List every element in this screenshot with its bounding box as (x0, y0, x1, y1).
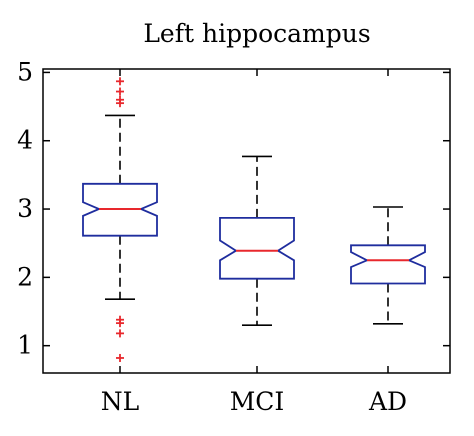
x-axis: NL MCI AD (101, 69, 407, 416)
y-tick-label: 4 (17, 126, 33, 155)
outlier-marker (116, 87, 124, 96)
box-nl (82, 77, 158, 362)
notched-box (219, 216, 295, 280)
x-tick-label: AD (368, 387, 407, 416)
outlier-marker (116, 99, 124, 108)
outlier-marker (116, 77, 124, 86)
boxes-group (82, 77, 426, 362)
outlier-marker (116, 353, 124, 362)
notched-box (82, 182, 158, 237)
outlier-marker (116, 319, 124, 328)
y-axis: 1 2 3 4 5 (17, 57, 450, 360)
y-tick-label: 1 (17, 331, 33, 360)
plot-area (42, 68, 451, 374)
y-tick-label: 2 (17, 262, 33, 291)
y-tick-label: 3 (17, 194, 33, 223)
x-tick-label: MCI (230, 387, 285, 416)
box-ad (350, 206, 426, 325)
x-tick-label: NL (101, 387, 139, 416)
chart-title: Left hippocampus (143, 19, 370, 48)
y-tick-label: 5 (17, 57, 33, 86)
outlier-marker (116, 329, 124, 338)
box-mci (219, 155, 295, 326)
notched-box (350, 244, 426, 285)
